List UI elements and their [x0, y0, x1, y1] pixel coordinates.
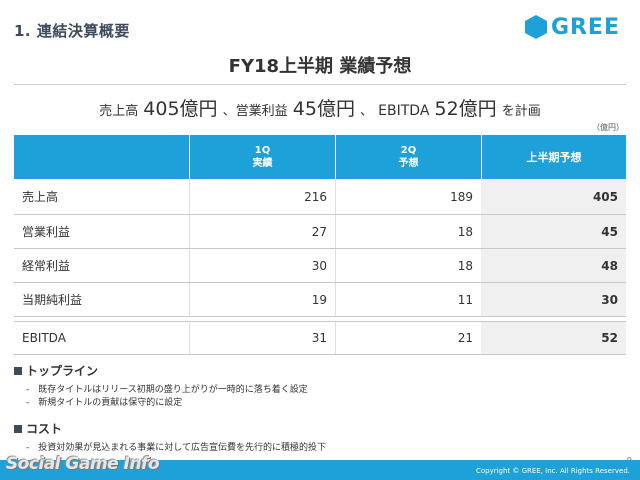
logo-text: GREE: [550, 14, 620, 40]
header-half-year: 上半期予想: [481, 135, 626, 179]
table-row-ebitda: EBITDA 31 21 52: [14, 321, 626, 355]
table-row: 売上高 216 189 405: [14, 179, 626, 215]
forecast-table: 1Q 実績 2Q 予想 上半期予想 売上高 216 189 405 営業利益 27 …: [14, 135, 626, 355]
summary-ebitda-value: 52億円: [434, 98, 497, 120]
footer-bar: [0, 460, 640, 480]
table-row: 経常利益 30 18 48: [14, 249, 626, 283]
square-bullet-icon: [14, 424, 22, 433]
summary-revenue-value: 405億円: [143, 98, 218, 120]
cost-item: - 投資対効果が見込まれる事業に対して広告宣伝費を先行的に積極的投下: [26, 443, 326, 453]
header-2q: 2Q 予想: [335, 135, 481, 179]
page-title: FY18上半期 業績予想: [228, 56, 412, 77]
summary-line: 売上高 405億円 、営業利益 45億円 、 EBITDA 52億円 を計画: [0, 94, 640, 121]
topline-item: - 新規タイトルの貢献は保守的に設定: [26, 398, 183, 408]
summary-op-value: 45億円: [292, 98, 355, 120]
table-row: 営業利益 27 18 45: [14, 215, 626, 249]
summary-ebitda-label: EBITDA: [378, 103, 430, 119]
summary-op-label: 、営業利益: [222, 104, 288, 119]
square-bullet-icon: [14, 366, 22, 375]
cost-heading: コスト: [14, 420, 62, 437]
header-1q: 1Q 実績: [189, 135, 335, 179]
unit-label: （億円）: [592, 123, 624, 132]
table-row: 当期純利益 19 11 30: [14, 283, 626, 317]
header-blank: [14, 135, 189, 179]
copyright-text: Copyright © GREE, Inc. All Rights Reserv…: [475, 467, 630, 475]
table-header: 1Q 実績 2Q 予想 上半期予想: [14, 135, 626, 179]
gree-logo: GREE: [524, 14, 620, 40]
section-title: 1. 連結決算概要: [14, 22, 130, 40]
watermark: Social Game Info: [6, 454, 160, 474]
topline-heading: トップライン: [14, 362, 98, 379]
summary-revenue-label: 売上高: [99, 104, 139, 119]
hexagon-logo-icon: [524, 15, 547, 39]
summary-sep: 、: [360, 104, 374, 119]
topline-item: - 既存タイトルはリリース初期の盛り上がりが一時的に落ち着く設定: [26, 385, 308, 395]
title-divider: [14, 84, 626, 85]
summary-plan-label: を計画: [501, 104, 541, 119]
